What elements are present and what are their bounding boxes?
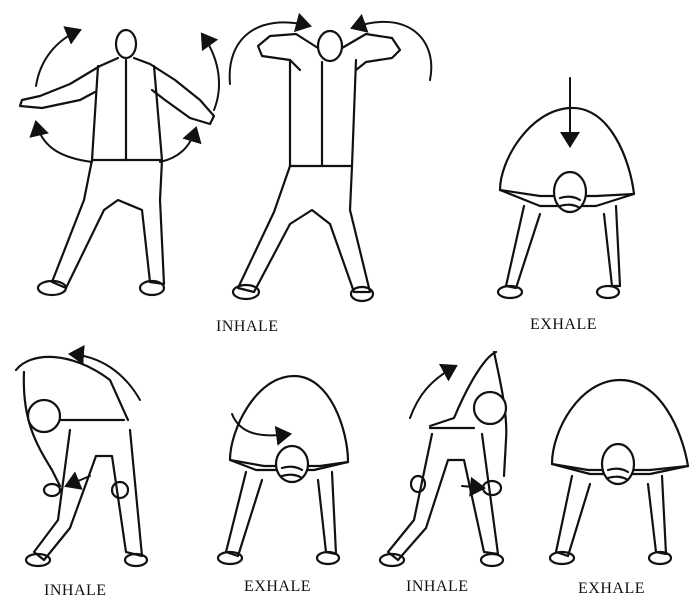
label-exhale-row1: EXHALE <box>530 316 597 333</box>
figure-side-bend-right <box>378 350 508 568</box>
figure-forward-bend-left <box>216 374 350 566</box>
figure-side-bend-left <box>14 344 149 568</box>
label-inhale-row1: INHALE <box>216 318 279 335</box>
label-exhale-row2-left: EXHALE <box>244 578 311 595</box>
figure-arms-out <box>18 26 220 297</box>
label-exhale-row2-right: EXHALE <box>578 580 645 597</box>
label-inhale-row2-left: INHALE <box>44 582 107 599</box>
figure-forward-bend-right <box>548 378 690 566</box>
figure-hands-behind-head <box>228 12 433 303</box>
label-inhale-row2-right: INHALE <box>406 578 469 595</box>
figure-forward-bend-top <box>496 77 636 300</box>
